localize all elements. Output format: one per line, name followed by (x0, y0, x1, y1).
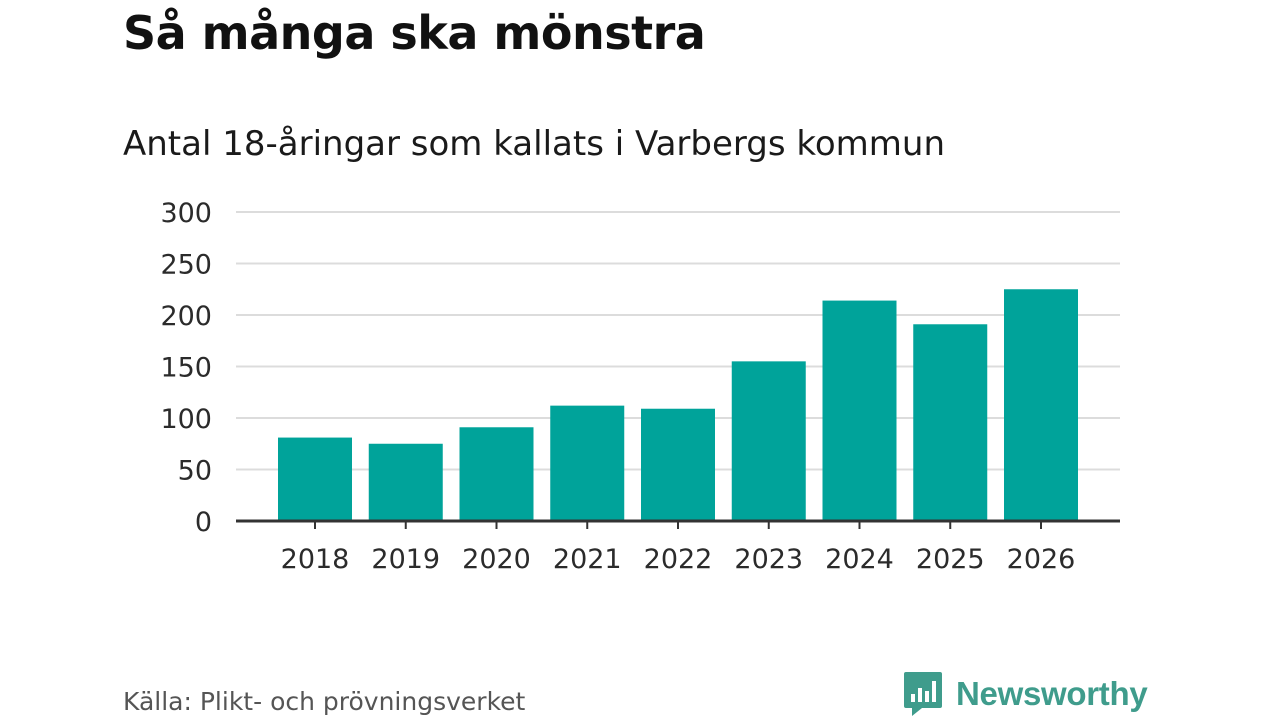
newsworthy-logo-icon (904, 672, 942, 716)
bar-2018 (278, 437, 352, 521)
y-tick-label: 50 (178, 456, 212, 487)
source-note: Källa: Plikt- och prövningsverket (123, 687, 526, 716)
bar-2022 (641, 408, 715, 521)
x-tick-label: 2020 (462, 544, 531, 575)
y-axis-ticks: 0 50 100 150 200 250 300 (160, 198, 212, 538)
y-tick-label: 200 (160, 301, 212, 332)
y-tick-label: 100 (160, 404, 212, 435)
x-tick-label: 2026 (1007, 544, 1076, 575)
bar-2020 (459, 427, 534, 521)
bar-2025 (913, 324, 988, 521)
chart-subtitle: Antal 18-åringar som kallats i Varbergs … (123, 124, 946, 164)
x-tick-label: 2023 (734, 544, 803, 575)
x-tick-label: 2024 (825, 544, 894, 575)
x-tick-label: 2021 (553, 544, 622, 575)
x-axis-ticks: 2018 2019 2020 2021 2022 2023 2024 2025 2026 (281, 521, 1076, 575)
x-tick-label: 2019 (371, 544, 440, 575)
y-tick-label: 0 (195, 507, 212, 538)
bar-2023 (731, 361, 806, 521)
brand-logo: Newsworthy (902, 670, 1148, 718)
y-tick-label: 150 (160, 353, 212, 384)
bar-2019 (368, 443, 443, 521)
chart-title: Så många ska mönstra (123, 6, 706, 60)
brand-name: Newsworthy (956, 675, 1148, 712)
y-tick-label: 300 (160, 198, 212, 229)
bars (278, 289, 1078, 521)
y-tick-label: 250 (160, 250, 212, 281)
bar-2026 (1004, 289, 1078, 521)
bar-2021 (550, 405, 625, 521)
bar-2024 (822, 300, 897, 521)
x-tick-label: 2018 (281, 544, 350, 575)
x-tick-label: 2022 (644, 544, 713, 575)
x-tick-label: 2025 (916, 544, 985, 575)
